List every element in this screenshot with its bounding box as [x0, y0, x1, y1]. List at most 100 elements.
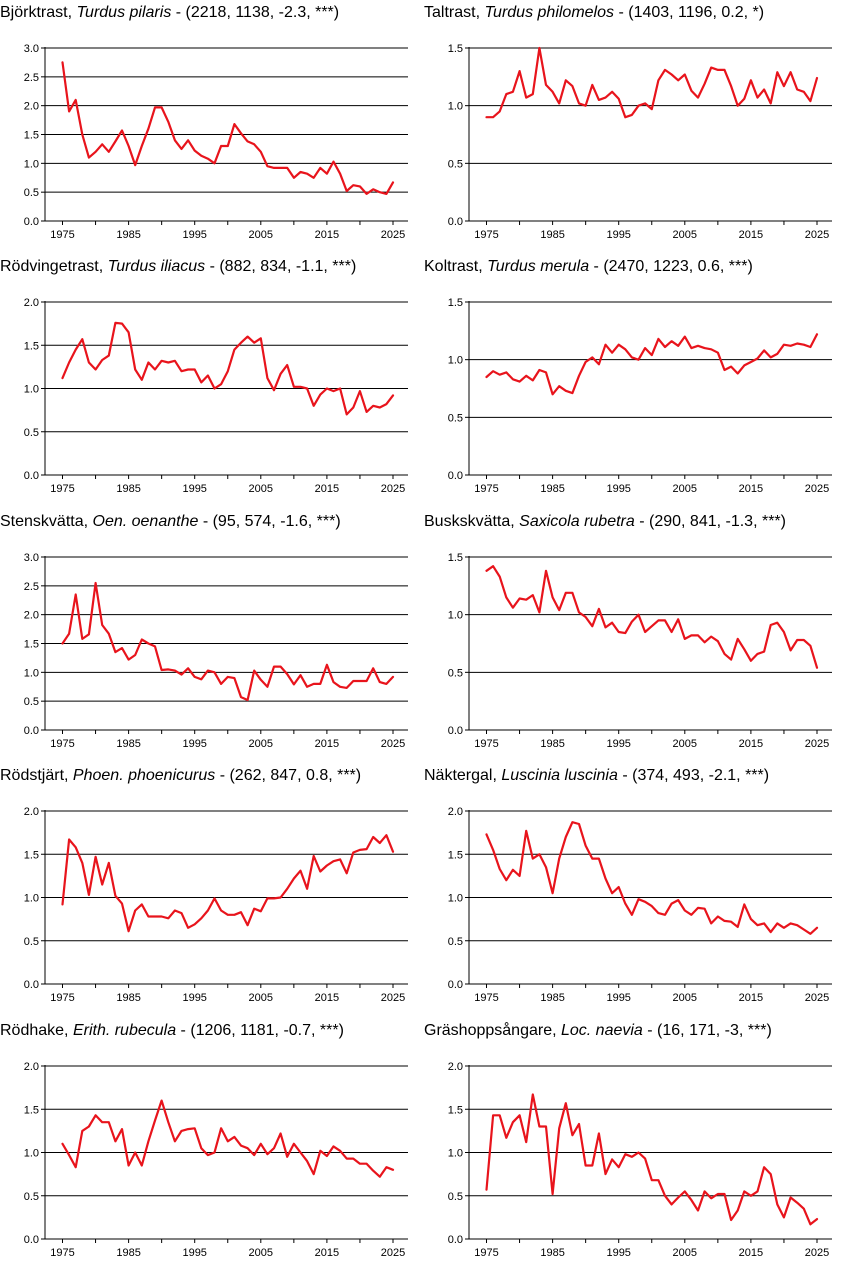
y-tick-label: 0.5 — [448, 1191, 463, 1203]
x-tick-label: 2015 — [739, 992, 763, 1004]
x-tick-label: 2025 — [805, 738, 829, 750]
x-tick-label: 1985 — [116, 1247, 140, 1259]
x-tick-label: 2025 — [381, 483, 405, 495]
chart-panel: Näktergal, Luscinia luscinia - (374, 493… — [424, 763, 848, 1017]
chart-svg: 0.0 0.5 1.0 1.5 1975 1985 1995 2005 2015 2025 — [448, 297, 832, 495]
chart-panel: Stenskvätta, Oen. oenanthe - (95, 574, -… — [0, 509, 424, 763]
y-tick-label: 1.0 — [24, 893, 39, 905]
x-tick-label: 2005 — [249, 229, 273, 241]
y-tick-label: 0.0 — [24, 216, 39, 228]
x-tick-label: 2015 — [739, 229, 763, 241]
species-name: Björktrast, — [0, 4, 77, 21]
chart-svg: 0.0 0.5 1.0 1.5 2.0 1975 1985 1995 2005 2015 2025 — [24, 297, 408, 495]
species-name: Rödhake, — [0, 1022, 73, 1039]
x-tick-label: 1995 — [606, 992, 630, 1004]
species-latin-name: Oen. oenanthe — [92, 513, 199, 530]
y-tick-label: 1.5 — [24, 1104, 39, 1116]
series-line — [485, 565, 819, 669]
species-latin-name: Turdus philomelos — [484, 4, 615, 21]
x-tick-label: 2025 — [381, 1247, 405, 1259]
species-stats: - (16, 171, -3, ***) — [642, 1022, 772, 1039]
y-tick-label: 1.0 — [24, 158, 39, 170]
species-stats: - (1206, 1181, -0.7, ***) — [176, 1022, 344, 1039]
y-tick-label: 2.0 — [24, 610, 39, 622]
species-name: Rödstjärt, — [0, 767, 73, 784]
y-tick-label: 1.0 — [448, 1148, 463, 1160]
series-line — [485, 1093, 819, 1226]
x-tick-label: 1995 — [606, 738, 630, 750]
x-tick-label: 2005 — [249, 738, 273, 750]
y-tick-label: 0.5 — [24, 427, 39, 439]
y-tick-label: 1.0 — [24, 667, 39, 679]
series-line — [61, 834, 395, 933]
y-tick-label: 3.0 — [24, 552, 39, 564]
chart-panel: Taltrast, Turdus philomelos - (1403, 119… — [424, 0, 848, 254]
species-latin-name: Luscinia luscinia — [501, 767, 618, 784]
y-tick-label: 2.5 — [24, 581, 39, 593]
species-latin-name: Phoen. phoenicurus — [72, 767, 216, 784]
y-tick-label: 1.5 — [448, 849, 463, 861]
y-tick-label: 2.5 — [24, 72, 39, 84]
x-tick-label: 2005 — [249, 992, 273, 1004]
y-tick-label: 1.5 — [24, 340, 39, 352]
x-tick-label: 2005 — [249, 483, 273, 495]
x-tick-label: 2015 — [739, 483, 763, 495]
species-stats: - (2218, 1138, -2.3, ***) — [171, 4, 340, 21]
y-tick-label: 1.5 — [448, 297, 463, 309]
x-tick-label: 1975 — [50, 992, 74, 1004]
chart-title: Taltrast, Turdus philomelos - (1403, 119… — [424, 4, 764, 22]
chart-title: Björktrast, Turdus pilaris - (2218, 1138… — [0, 4, 339, 22]
species-name: Rödvingetrast, — [0, 258, 108, 275]
x-tick-label: 2025 — [805, 229, 829, 241]
chart-title: Rödvingetrast, Turdus iliacus - (882, 83… — [0, 258, 356, 276]
y-tick-label: 0.0 — [24, 979, 39, 991]
species-name: Stenskvätta, — [0, 513, 93, 530]
species-stats: - (1403, 1196, 0.2, *) — [614, 4, 765, 21]
x-tick-label: 1975 — [474, 738, 498, 750]
chart-panel: Björktrast, Turdus pilaris - (2218, 1138… — [0, 0, 424, 254]
x-tick-label: 1995 — [182, 992, 206, 1004]
series-line — [485, 46, 819, 119]
y-tick-label: 0.0 — [448, 216, 463, 228]
species-stats: - (882, 834, -1.1, ***) — [205, 258, 357, 275]
y-tick-label: 0.0 — [448, 725, 463, 737]
x-tick-label: 2015 — [315, 1247, 339, 1259]
species-latin-name: Turdus pilaris — [76, 4, 172, 21]
species-latin-name: Saxicola rubetra — [519, 513, 635, 530]
x-tick-label: 2005 — [673, 483, 697, 495]
y-tick-label: 1.0 — [448, 355, 463, 367]
species-name: Buskskvätta, — [424, 513, 520, 530]
chart-panel: Rödvingetrast, Turdus iliacus - (882, 83… — [0, 254, 424, 508]
y-tick-label: 0.5 — [24, 696, 39, 708]
chart-svg: 0.0 0.5 1.0 1.5 2.0 2.5 3.0 1975 1985 1995 2005 201… — [24, 43, 408, 241]
chart-panel: Koltrast, Turdus merula - (2470, 1223, 0… — [424, 254, 848, 508]
x-tick-label: 1975 — [50, 1247, 74, 1259]
species-latin-name: Turdus merula — [487, 258, 590, 275]
y-tick-label: 1.5 — [448, 43, 463, 55]
chart-panel: Rödstjärt, Phoen. phoenicurus - (262, 84… — [0, 763, 424, 1017]
y-tick-label: 0.5 — [24, 1191, 39, 1203]
y-tick-label: 0.0 — [448, 470, 463, 482]
chart-svg: 0.0 0.5 1.0 1.5 2.0 1975 1985 1995 2005 2015 2025 — [448, 806, 832, 1004]
x-tick-label: 1995 — [606, 1247, 630, 1259]
x-tick-label: 2025 — [381, 738, 405, 750]
y-tick-label: 1.5 — [24, 639, 39, 651]
y-tick-label: 3.0 — [24, 43, 39, 55]
x-tick-label: 2025 — [381, 992, 405, 1004]
y-tick-label: 0.0 — [24, 1234, 39, 1246]
x-tick-label: 2015 — [315, 483, 339, 495]
y-tick-label: 2.0 — [448, 806, 463, 818]
x-tick-label: 1985 — [540, 992, 564, 1004]
x-tick-label: 1995 — [182, 1247, 206, 1259]
y-tick-label: 2.0 — [24, 1061, 39, 1073]
chart-svg: 0.0 0.5 1.0 1.5 1975 1985 1995 2005 2015 2025 — [448, 43, 832, 241]
y-tick-label: 0.5 — [448, 936, 463, 948]
series-line — [61, 61, 395, 195]
chart-title: Gräshoppsångare, Loc. naevia - (16, 171,… — [424, 1022, 772, 1040]
x-tick-label: 1995 — [182, 738, 206, 750]
x-tick-label: 2015 — [315, 738, 339, 750]
x-tick-label: 2005 — [673, 229, 697, 241]
y-tick-label: 0.0 — [448, 1234, 463, 1246]
species-name: Koltrast, — [424, 258, 488, 275]
y-tick-label: 1.0 — [448, 893, 463, 905]
